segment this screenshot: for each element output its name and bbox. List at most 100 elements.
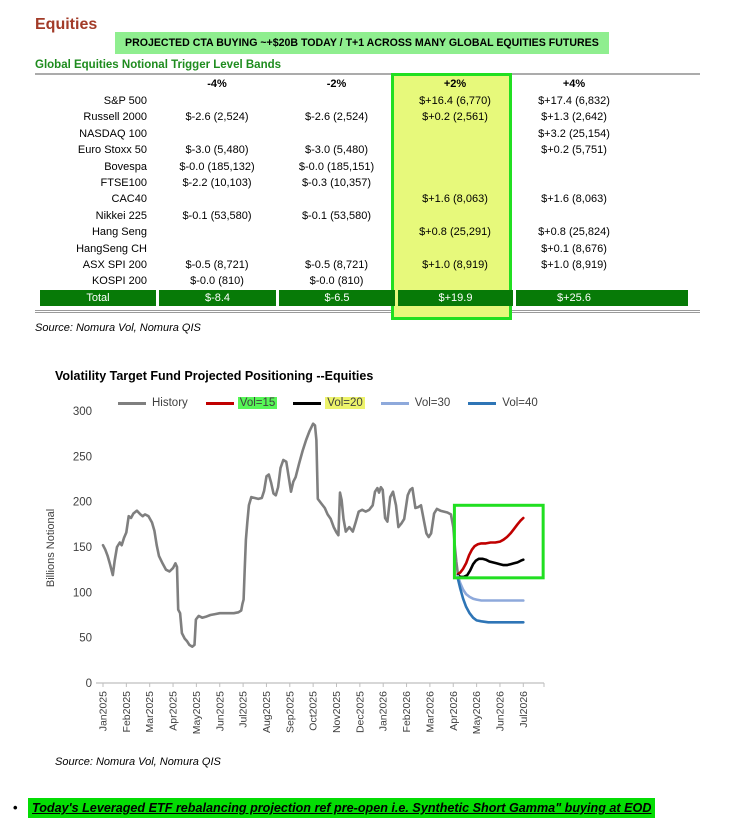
row-value — [514, 159, 634, 175]
row-label: Bovespa — [104, 160, 147, 173]
legend-item: History — [118, 397, 190, 409]
row-value — [277, 224, 396, 240]
series-line-vol-15 — [456, 516, 525, 576]
row-label: S&P 500 — [103, 95, 147, 107]
legend-line-swatch — [380, 401, 409, 405]
y-tick-label: 200 — [73, 497, 92, 509]
table-heading: Global Equities Notional Trigger Level B… — [35, 59, 282, 71]
series-line-vol-40 — [456, 577, 525, 624]
legend-item: Vol=30 — [380, 397, 453, 409]
row-value — [277, 241, 396, 257]
table-row: KOSPI 200 $-0.0 (810) $-0.0 (810) — [35, 273, 700, 289]
legend-line-swatch — [118, 401, 146, 405]
row-value: $+0.8 (25,824) — [538, 226, 610, 239]
row-value: $+0.2 (2,561) — [422, 111, 488, 124]
x-tick-label: Aug2025 — [261, 691, 273, 733]
plus2-column-highlight — [391, 73, 512, 320]
row-value — [396, 273, 514, 289]
row-value: $-2.2 (10,103) — [182, 176, 252, 189]
x-tick-label: Oct2025 — [308, 691, 320, 731]
row-value — [514, 273, 634, 289]
row-value: $-0.5 (8,721) — [185, 258, 249, 271]
x-tick-label: May2026 — [471, 691, 483, 734]
legend-label: Vol=40 — [502, 397, 538, 409]
y-tick-label: 250 — [73, 451, 92, 463]
legend-item: Vol=15 — [205, 397, 278, 409]
x-tick-label: Apr2025 — [168, 691, 180, 731]
x-tick-label: Dec2025 — [354, 691, 366, 733]
y-tick-label: 300 — [73, 406, 92, 418]
row-value: $+1.0 (8,919) — [422, 258, 488, 271]
x-tick-label: Jul2026 — [518, 691, 530, 728]
row-value — [157, 191, 277, 207]
row-value — [396, 208, 514, 224]
row-value — [396, 142, 514, 158]
table-row: HangSeng CH $+0.1 (8,676) — [35, 241, 700, 257]
row-value: $-0.0 (185,132) — [179, 160, 255, 173]
row-value: $-3.0 (5,480) — [185, 144, 249, 157]
row-value — [277, 93, 396, 109]
row-value: $+3.2 (25,154) — [538, 127, 610, 140]
row-value: $+0.2 (5,751) — [541, 144, 607, 157]
total-value-minus2: $-6.5 — [279, 290, 395, 306]
trigger-table: -4% -2% +2% +4% S&P 500 $+16.4 (6,770) $+1… — [35, 73, 700, 326]
table-row: Nikkei 225 $-0.1 (53,580) $-0.1 (53,580) — [35, 208, 700, 224]
legend-item: Vol=40 — [468, 397, 540, 409]
page-title: Equities — [35, 16, 98, 33]
table-row: FTSE100 $-2.2 (10,103) $-0.3 (10,357) — [35, 175, 700, 191]
positioning-chart: Jan2025 Feb2025 Mar2025 Apr2025 May2025 Jun20… — [45, 406, 545, 734]
row-value: $-0.0 (185,151) — [298, 160, 375, 173]
table-row: CAC40 $+1.6 (8,063) $+1.6 (8,063) — [35, 191, 700, 207]
row-value: $+0.1 (8,676) — [541, 242, 607, 255]
x-tick-label: Mar2026 — [424, 691, 436, 733]
x-tick-label: May2025 — [191, 691, 203, 734]
trigger-table-body: S&P 500 $+16.4 (6,770) $+17.4 (6,832) Russe… — [35, 93, 700, 290]
row-label: CAC40 — [111, 193, 147, 206]
row-label: Euro Stoxx 50 — [77, 144, 147, 157]
table-row: S&P 500 $+16.4 (6,770) $+17.4 (6,832) — [35, 93, 700, 109]
row-label: HangSeng CH — [76, 242, 147, 255]
x-tick-label: Apr2026 — [448, 691, 460, 731]
table-row: Bovespa $-0.0 (185,132) $-0.0 (185,151) — [35, 159, 700, 175]
x-tick-label: Nov2025 — [331, 691, 343, 733]
row-value: $+1.3 (2,642) — [541, 111, 607, 124]
row-value: $+0.8 (25,291) — [419, 226, 491, 239]
column-header-plus4: +4% — [562, 78, 586, 90]
series-line-vol-30 — [456, 574, 525, 602]
row-value: $-0.5 (8,721) — [305, 258, 368, 271]
bullet-dot: • — [13, 800, 18, 815]
table-row: Russell 2000 $-2.6 (2,524) $-2.6 (2,524) $+… — [35, 109, 700, 125]
row-value — [396, 159, 514, 175]
table-source: Source: Nomura Vol, Nomura QIS — [35, 322, 201, 334]
y-axis-title: Billions Notional — [45, 509, 57, 587]
row-value: $-0.0 (810) — [309, 275, 364, 288]
projection-highlight-box — [452, 503, 545, 580]
x-tick-label: Jun2026 — [494, 691, 506, 731]
row-value — [157, 241, 277, 257]
legend-label: Vol=15 — [237, 397, 278, 409]
row-label: FTSE100 — [100, 176, 147, 189]
row-value: $+1.0 (8,919) — [541, 258, 607, 271]
x-tick-label: Jan2026 — [378, 691, 390, 731]
column-header-plus2: +2% — [443, 78, 467, 90]
legend-line-swatch — [468, 401, 497, 405]
chart-title: Volatility Target Fund Projected Positio… — [55, 369, 374, 383]
row-value — [157, 224, 277, 240]
row-value — [157, 93, 277, 109]
row-value: $-0.0 (810) — [190, 275, 244, 288]
table-row: ASX SPI 200 $-0.5 (8,721) $-0.5 (8,721) $+1… — [35, 257, 700, 273]
row-value: $+1.6 (8,063) — [422, 193, 488, 206]
column-header-blank — [35, 76, 157, 93]
x-tick-label: Jun2025 — [214, 691, 226, 731]
x-tick-label: Jul2025 — [238, 691, 250, 728]
total-value-minus4: $-8.4 — [159, 290, 276, 306]
chart-source: Source: Nomura Vol, Nomura QIS — [55, 756, 221, 768]
table-row: Hang Seng $+0.8 (25,291) $+0.8 (25,824) — [35, 224, 700, 240]
legend-item: Vol=20 — [293, 397, 365, 409]
series-line-history — [101, 422, 460, 649]
row-label: KOSPI 200 — [91, 275, 147, 288]
x-tick-label: Feb2026 — [401, 691, 413, 733]
row-value: $-2.6 (2,524) — [185, 111, 249, 124]
table-bottom-rule — [35, 310, 700, 313]
row-value: $-2.6 (2,524) — [305, 111, 368, 124]
